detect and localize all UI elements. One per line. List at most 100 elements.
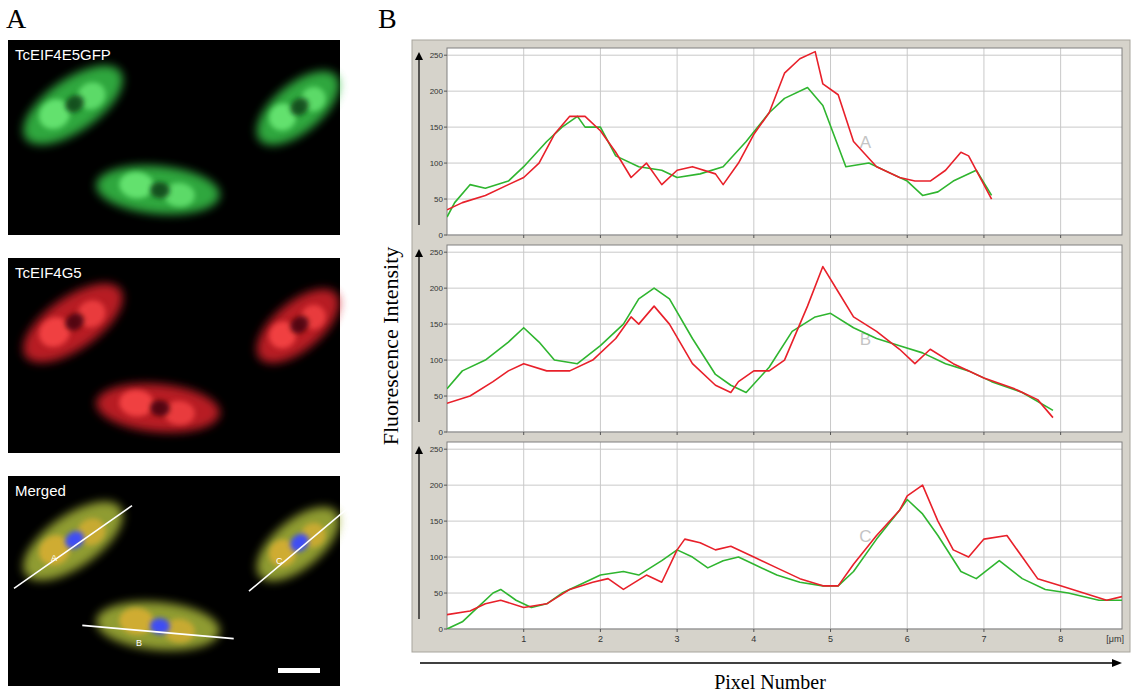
grid-line-x <box>907 442 908 629</box>
tick-x <box>983 235 984 238</box>
panel-letter: B <box>378 3 397 34</box>
tick-x <box>523 629 524 632</box>
tick-label-y: 0 <box>439 625 444 634</box>
tick-y <box>444 557 447 558</box>
tick-x <box>523 432 524 435</box>
grid-line-x <box>753 442 754 629</box>
nucleus <box>62 310 88 335</box>
profile-line <box>447 267 1053 418</box>
tick-label-x: 6 <box>905 634 910 644</box>
tick-label-y: 100 <box>430 356 444 365</box>
tick-x <box>983 629 984 632</box>
axis-arrow-head <box>415 249 423 257</box>
grid-line-x <box>677 442 678 629</box>
axis-arrow-head <box>415 52 423 60</box>
profile-line <box>447 500 1122 629</box>
tick-label-y: 100 <box>430 159 444 168</box>
profile-line <box>447 52 992 210</box>
tick-y <box>444 521 447 522</box>
panel-letter: A <box>6 3 27 34</box>
cell <box>244 493 351 594</box>
tick-x <box>830 629 831 632</box>
tick-x <box>677 629 678 632</box>
grid-line-x <box>600 245 601 432</box>
tick-label-y: 150 <box>430 123 444 132</box>
plot-area <box>447 245 1122 432</box>
grid-line-x <box>523 48 524 235</box>
tick-y <box>444 324 447 325</box>
tick-y <box>444 199 447 200</box>
axis-arrow <box>418 253 419 422</box>
tick-label-x: 7 <box>981 634 986 644</box>
tick-x <box>677 235 678 238</box>
tick-label-x: 8 <box>1058 634 1063 644</box>
tick-x <box>1060 235 1061 238</box>
grid-line-x <box>753 245 754 432</box>
profile-line <box>249 509 347 591</box>
nucleus <box>287 94 313 119</box>
tick-x <box>830 432 831 435</box>
tick-x <box>907 432 908 435</box>
tick-x <box>677 432 678 435</box>
tick-label-y: 50 <box>434 195 443 204</box>
nucleus <box>62 92 88 117</box>
image-label: Merged <box>15 482 66 499</box>
nucleus <box>149 399 170 417</box>
scale-bar <box>278 668 320 673</box>
tick-label-y: 50 <box>434 589 443 598</box>
grid-line-y <box>447 324 1122 325</box>
tick-label-y: 250 <box>430 445 444 454</box>
y-axis-title: Fluorescence Intensity <box>378 247 403 446</box>
image-label: TcEIF4G5 <box>15 264 82 281</box>
series-group <box>447 52 992 217</box>
tick-label-x: 4 <box>751 634 756 644</box>
tick-x <box>600 432 601 435</box>
grid-line-y <box>447 91 1122 92</box>
cell <box>94 597 222 656</box>
grid-line-x <box>830 245 831 432</box>
tick-x <box>753 629 754 632</box>
cell-body <box>11 486 136 595</box>
grid-line-y <box>447 288 1122 289</box>
micrograph: MergedABC <box>8 476 352 686</box>
grid-line-x <box>677 48 678 235</box>
tick-label-y: 0 <box>439 231 444 240</box>
grid-line-x <box>600 48 601 235</box>
tick-label-y: 250 <box>430 248 444 257</box>
tick-y <box>444 396 447 397</box>
grid-line-x <box>523 245 524 432</box>
axis-arrow-head <box>1112 659 1122 667</box>
tick-label-y: 100 <box>430 553 444 562</box>
grid-line-y <box>447 199 1122 200</box>
axis-arrow <box>418 450 419 619</box>
cell <box>11 268 136 377</box>
grid-line-x <box>1060 48 1061 235</box>
x-axis-title: Pixel Number <box>714 671 826 693</box>
cell-label: C <box>276 556 283 566</box>
chart-frame <box>412 40 1130 652</box>
tick-y <box>444 55 447 56</box>
tick-label-y: 150 <box>430 320 444 329</box>
nucleus <box>149 181 170 199</box>
cell-spot <box>118 388 155 417</box>
tick-y <box>444 127 447 128</box>
tick-x <box>830 235 831 238</box>
grid-line-y <box>447 396 1122 397</box>
tick-x <box>753 235 754 238</box>
grid-line-x <box>830 48 831 235</box>
tick-x <box>907 629 908 632</box>
tick-x <box>600 235 601 238</box>
tick-y <box>444 485 447 486</box>
tick-label-y: 250 <box>430 51 444 60</box>
cell <box>94 161 222 220</box>
cell-body <box>244 57 351 158</box>
tick-label-y: 200 <box>430 87 444 96</box>
x-unit: [μm] <box>1106 634 1124 644</box>
plot-frame <box>447 48 1122 235</box>
axis-arrow <box>418 56 419 225</box>
plot-letter: B <box>860 330 871 349</box>
cell-body <box>11 50 136 159</box>
tick-y <box>444 593 447 594</box>
grid-line-y <box>447 55 1122 56</box>
series-group <box>447 267 1053 418</box>
